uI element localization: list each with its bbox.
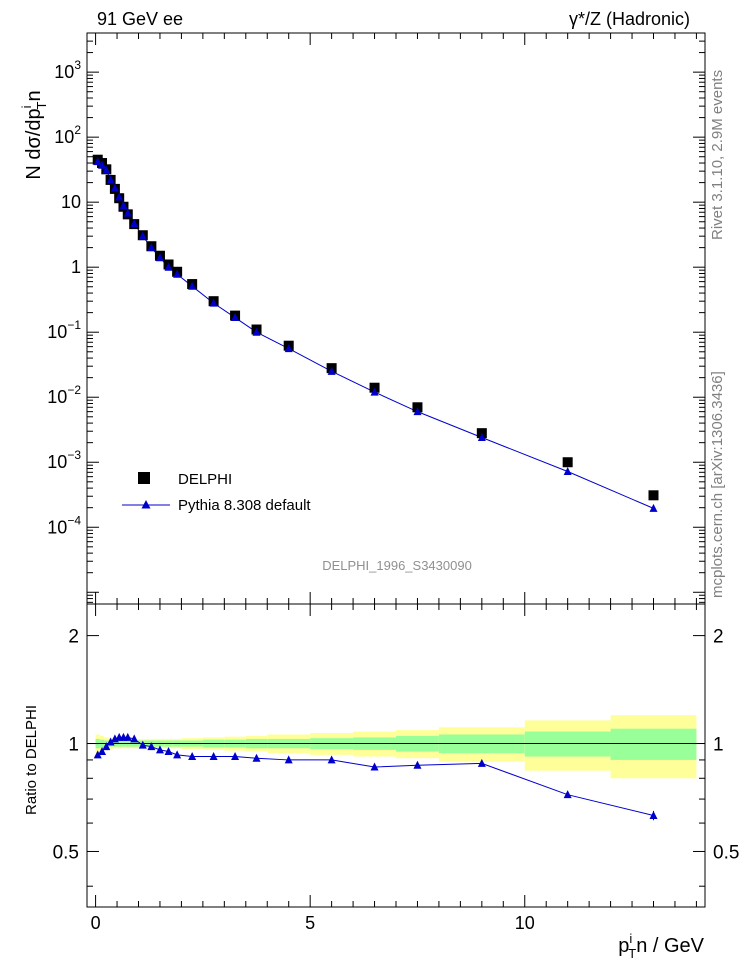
- ratio-point: [130, 734, 139, 743]
- mc-point: [164, 262, 173, 271]
- ylabel-tail: n: [23, 90, 45, 101]
- xlabel-sup: i: [629, 931, 632, 946]
- header-left: 91 GeV ee: [97, 9, 183, 29]
- ratio-point: [413, 760, 422, 769]
- mc-point: [477, 433, 486, 442]
- mc-point: [123, 208, 132, 217]
- svg-text:N dσ/dpiTn: N dσ/dpiTn: [19, 90, 49, 179]
- data-point: [562, 457, 573, 468]
- ratio-y-tick-label-right: 0.5: [713, 842, 739, 863]
- ratio-point: [563, 790, 572, 799]
- mc-point: [413, 407, 422, 416]
- x-tick-label: 0: [91, 913, 101, 933]
- mc-point: [649, 503, 658, 512]
- mc-point: [252, 327, 261, 336]
- mc-point: [93, 157, 102, 166]
- mc-point: [115, 192, 124, 201]
- ratio-point: [188, 752, 197, 761]
- ratio-point: [370, 762, 379, 771]
- ratio-point: [327, 755, 336, 764]
- mc-point: [102, 165, 111, 174]
- mc-point: [110, 183, 119, 192]
- mc-point: [563, 467, 572, 476]
- legend-mc-marker: [141, 500, 151, 509]
- mc-point: [173, 269, 182, 278]
- ratio-point: [252, 753, 261, 762]
- ratio-y-tick-label: 2: [68, 627, 79, 648]
- ratio-point: [477, 758, 486, 767]
- ratio-y-tick-label: 0.5: [53, 842, 79, 863]
- xlabel-base: p: [618, 935, 629, 957]
- ratio-bands: [87, 715, 705, 779]
- xlabel-sub: T: [628, 946, 636, 961]
- mc-line: [97, 161, 654, 509]
- y-tick-label: 10−3: [47, 448, 81, 472]
- y-tick-label: 1: [71, 257, 81, 277]
- mc-point: [188, 281, 197, 290]
- y-tick-label: 10−4: [47, 513, 81, 537]
- legend: DELPHI Pythia 8.308 default: [122, 471, 311, 514]
- series-marks: [92, 154, 659, 821]
- ratio-point: [93, 750, 102, 759]
- y-tick-label: 10: [61, 192, 81, 212]
- x-tick-label: 5: [305, 913, 315, 933]
- mc-point: [147, 243, 156, 252]
- legend-data-marker: [138, 472, 150, 484]
- mc-point: [119, 200, 128, 209]
- y-tick-label: 103: [54, 58, 81, 82]
- legend-data-label: DELPHI: [178, 471, 232, 488]
- ratio-y-axis-label: Ratio to DELPHI: [23, 705, 40, 815]
- ratio-point: [98, 747, 107, 756]
- ratio-point: [231, 752, 240, 761]
- ratio-point: [209, 752, 218, 761]
- ylabel-sub: T: [34, 101, 49, 109]
- ratio-point: [138, 740, 147, 749]
- band-inner: [610, 728, 697, 760]
- xlabel-tail: n / GeV: [636, 935, 704, 957]
- ratio-point: [106, 737, 115, 746]
- rivet-label: Rivet 3.1.10, 2.9M events: [709, 70, 726, 240]
- x-axis-label: pi Tn / GeV: [618, 931, 704, 961]
- mc-point: [155, 253, 164, 262]
- mc-point: [327, 366, 336, 375]
- mc-point: [284, 344, 293, 353]
- mcplots-label: mcplots.cern.ch [arXiv:1306.3436]: [709, 371, 726, 598]
- ratio-point: [284, 755, 293, 764]
- ratio-point: [164, 747, 173, 756]
- ratio-y-tick-label-right: 2: [713, 627, 724, 648]
- ratio-point: [147, 742, 156, 751]
- mc-point: [106, 175, 115, 184]
- mc-point: [370, 387, 379, 396]
- legend-mc-label: Pythia 8.308 default: [178, 497, 311, 514]
- analysis-watermark: DELPHI_1996_S3430090: [322, 558, 472, 573]
- ratio-point: [155, 745, 164, 754]
- mc-point: [209, 298, 218, 307]
- y-tick-label: 10−1: [47, 318, 81, 342]
- ratio-point: [173, 750, 182, 759]
- mc-point: [138, 231, 147, 240]
- y-tick-label: 102: [54, 123, 81, 147]
- main-frame: [86, 32, 706, 605]
- mc-point: [98, 160, 107, 169]
- mc-point: [231, 313, 240, 322]
- ratio-point: [123, 732, 132, 741]
- ylabel-base: N dσ/dp: [23, 108, 45, 179]
- y-tick-label: 10−2: [47, 383, 81, 407]
- data-point: [648, 490, 659, 501]
- mc-point: [130, 218, 139, 227]
- ratio-point: [102, 742, 111, 751]
- ylabel-sup: i: [19, 105, 34, 108]
- x-tick-label: 10: [515, 913, 535, 933]
- ratio-y-tick-label: 1: [68, 735, 79, 756]
- ratio-y-tick-label-right: 1: [713, 735, 724, 756]
- y-axis-label: N dσ/dpiTn: [19, 90, 49, 179]
- header-right: γ*/Z (Hadronic): [569, 9, 690, 29]
